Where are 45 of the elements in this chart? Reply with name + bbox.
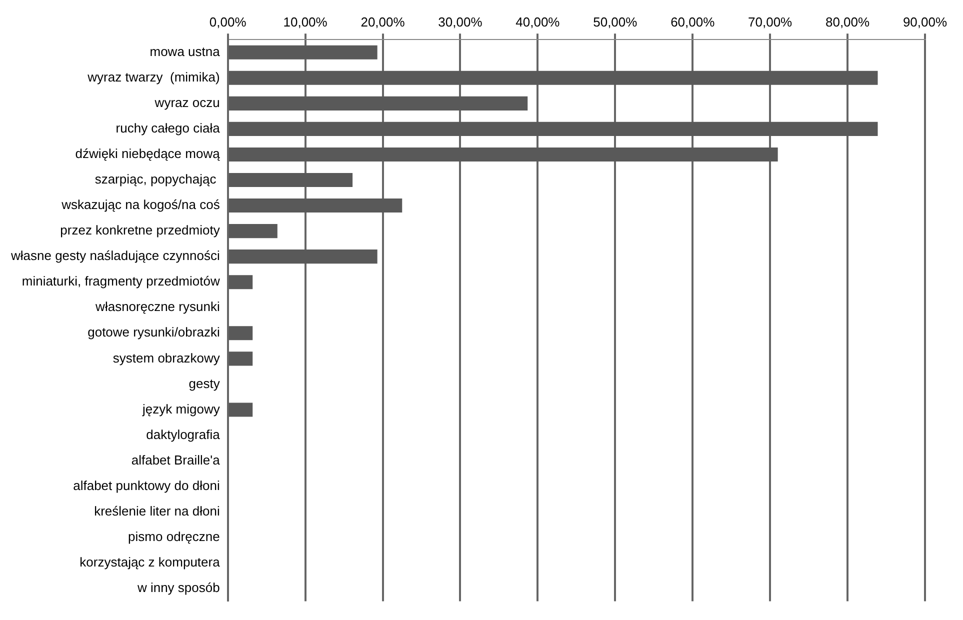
bar (228, 122, 878, 136)
bar (228, 250, 378, 264)
y-tick-label: szarpiąc, popychając (94, 172, 220, 187)
y-tick-label: język migowy (142, 401, 220, 416)
y-tick-label: alfabet punktowy do dłoni (73, 478, 220, 493)
y-tick-label: pismo odręczne (128, 528, 220, 544)
x-tick-label: 10,00% (283, 14, 328, 30)
x-tick-label: 80,00% (825, 14, 870, 30)
y-tick-label: wyraz twarzy (mimika) (86, 69, 220, 84)
x-tick-label: 60,00% (670, 14, 716, 30)
y-tick-label: miniaturki, fragmenty przedmiotów (22, 274, 220, 289)
bar (228, 224, 278, 238)
bar (228, 70, 878, 85)
y-tick-label: gesty (188, 376, 220, 391)
y-tick-label: ruchy całego ciała (116, 120, 221, 136)
bar (228, 198, 402, 213)
y-tick-label: system obrazkowy (112, 350, 220, 366)
y-tick-label: własnoręczne rysunki (94, 299, 220, 314)
x-tick-label: 20,00% (360, 14, 406, 30)
y-tick-label: gotowe rysunki/obrazki (88, 324, 220, 340)
bar (228, 45, 378, 60)
y-tick-label: wskazując na kogoś/na coś (60, 197, 220, 212)
y-tick-label: korzystając z komputera (80, 554, 221, 570)
x-tick-label: 30,00% (438, 14, 483, 30)
y-tick-label: kreślenie liter na dłoni (94, 503, 220, 518)
y-tick-label: własne gesty naśladujące czynności (10, 248, 220, 264)
x-tick-label: 90,00% (902, 14, 948, 30)
bar (228, 172, 353, 188)
y-tick-label: daktylografia (146, 426, 221, 442)
x-tick-label: 0,00% (209, 14, 247, 30)
x-tick-label: 40,00% (516, 14, 560, 30)
y-tick-label: przez konkretne przedmioty (60, 222, 220, 238)
bar (228, 326, 253, 340)
bar (228, 352, 253, 366)
bar (228, 402, 253, 417)
y-tick-label: w inny sposób (136, 580, 220, 596)
bar (228, 96, 528, 110)
y-tick-label: dźwięki niebędące mową (75, 146, 221, 162)
x-tick-label: 70,00% (748, 14, 793, 30)
y-tick-label: mowa ustna (150, 44, 221, 59)
bar (228, 275, 253, 290)
y-tick-label: wyraz oczu (154, 94, 220, 110)
y-tick-label: alfabet Braille'a (131, 452, 221, 468)
x-tick-label: 50,00% (593, 14, 638, 30)
bar (228, 147, 778, 162)
